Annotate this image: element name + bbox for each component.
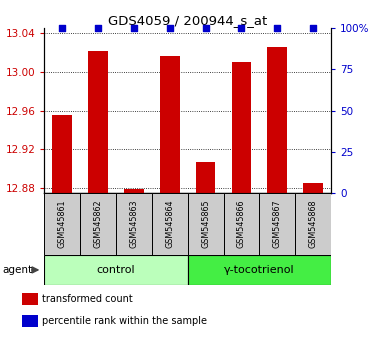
Bar: [22, 315, 38, 327]
Text: GSM545865: GSM545865: [201, 200, 210, 248]
Text: percentile rank within the sample: percentile rank within the sample: [42, 316, 207, 326]
Bar: [303, 183, 323, 193]
Bar: [295, 193, 331, 255]
Text: transformed count: transformed count: [42, 294, 133, 304]
Point: [203, 25, 209, 31]
Bar: [44, 193, 80, 255]
Point: [274, 25, 280, 31]
Text: GSM545866: GSM545866: [237, 200, 246, 248]
Text: γ-tocotrienol: γ-tocotrienol: [224, 265, 295, 275]
Text: GSM545864: GSM545864: [165, 200, 174, 248]
Point: [310, 25, 316, 31]
Bar: [88, 51, 108, 193]
Text: GSM545861: GSM545861: [58, 200, 67, 248]
Text: GSM545867: GSM545867: [273, 200, 282, 248]
Bar: [80, 193, 116, 255]
Point: [95, 25, 101, 31]
Bar: [160, 56, 180, 193]
Text: control: control: [97, 265, 135, 275]
Point: [238, 25, 244, 31]
Text: agent: agent: [2, 265, 32, 275]
Bar: [52, 115, 72, 193]
Bar: [152, 193, 188, 255]
Bar: [268, 47, 287, 193]
Point: [167, 25, 173, 31]
Bar: [188, 193, 224, 255]
Point: [59, 25, 65, 31]
Bar: [196, 162, 216, 193]
Bar: [232, 62, 251, 193]
Bar: [259, 193, 295, 255]
Bar: [44, 255, 188, 285]
Title: GDS4059 / 200944_s_at: GDS4059 / 200944_s_at: [108, 14, 267, 27]
Bar: [224, 193, 259, 255]
Text: GSM545868: GSM545868: [309, 200, 318, 248]
Bar: [124, 189, 144, 193]
Bar: [22, 293, 38, 305]
Point: [131, 25, 137, 31]
Bar: [116, 193, 152, 255]
Text: GSM545862: GSM545862: [94, 200, 102, 248]
Bar: [188, 255, 331, 285]
Text: GSM545863: GSM545863: [129, 200, 139, 248]
